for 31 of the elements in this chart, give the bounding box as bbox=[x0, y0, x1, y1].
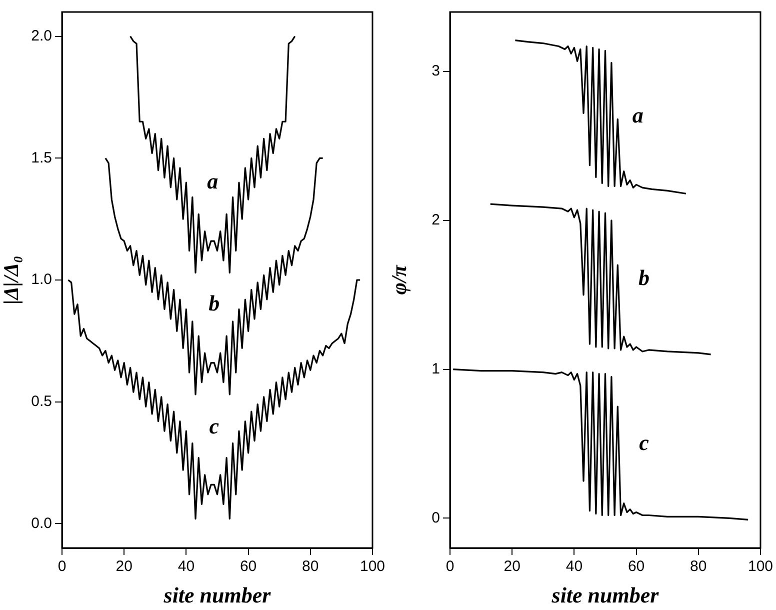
series-label: a bbox=[632, 102, 644, 128]
y-tick-label: 0.0 bbox=[31, 514, 52, 532]
x-axis-title: site number bbox=[550, 582, 660, 608]
y-tick-label: 0 bbox=[432, 509, 440, 526]
x-tick-label: 20 bbox=[116, 558, 132, 576]
x-axis-title: site number bbox=[162, 582, 272, 608]
series-label: c bbox=[639, 430, 650, 456]
y-tick-label: 3 bbox=[432, 62, 440, 80]
y-tick-label: 1.0 bbox=[31, 271, 52, 288]
x-tick-label: 60 bbox=[628, 558, 645, 576]
x-tick-label: 20 bbox=[504, 558, 520, 576]
x-tick-label: 100 bbox=[748, 558, 773, 576]
y-tick-label: 2.0 bbox=[31, 28, 52, 45]
x-tick-label: 0 bbox=[58, 558, 66, 576]
x-tick-label: 100 bbox=[360, 558, 385, 576]
series-label: b bbox=[208, 290, 220, 316]
x-tick-label: 80 bbox=[302, 558, 319, 576]
y-tick-label: 2 bbox=[432, 212, 440, 229]
x-tick-label: 80 bbox=[690, 558, 707, 576]
y-tick-label: 1.5 bbox=[31, 149, 52, 166]
y-tick-label: 1 bbox=[432, 360, 440, 378]
x-tick-label: 60 bbox=[240, 558, 257, 576]
y-axis-title: φ/π bbox=[387, 264, 412, 295]
x-tick-label: 40 bbox=[178, 558, 195, 576]
x-tick-label: 40 bbox=[566, 558, 583, 576]
series-label: a bbox=[207, 168, 218, 194]
series-label: b bbox=[638, 264, 650, 290]
series-label: c bbox=[209, 414, 220, 439]
y-axis-title: |Δ|/Δ₀ bbox=[0, 256, 24, 304]
x-tick-label: 0 bbox=[446, 558, 454, 576]
y-tick-label: 0.5 bbox=[31, 392, 52, 410]
